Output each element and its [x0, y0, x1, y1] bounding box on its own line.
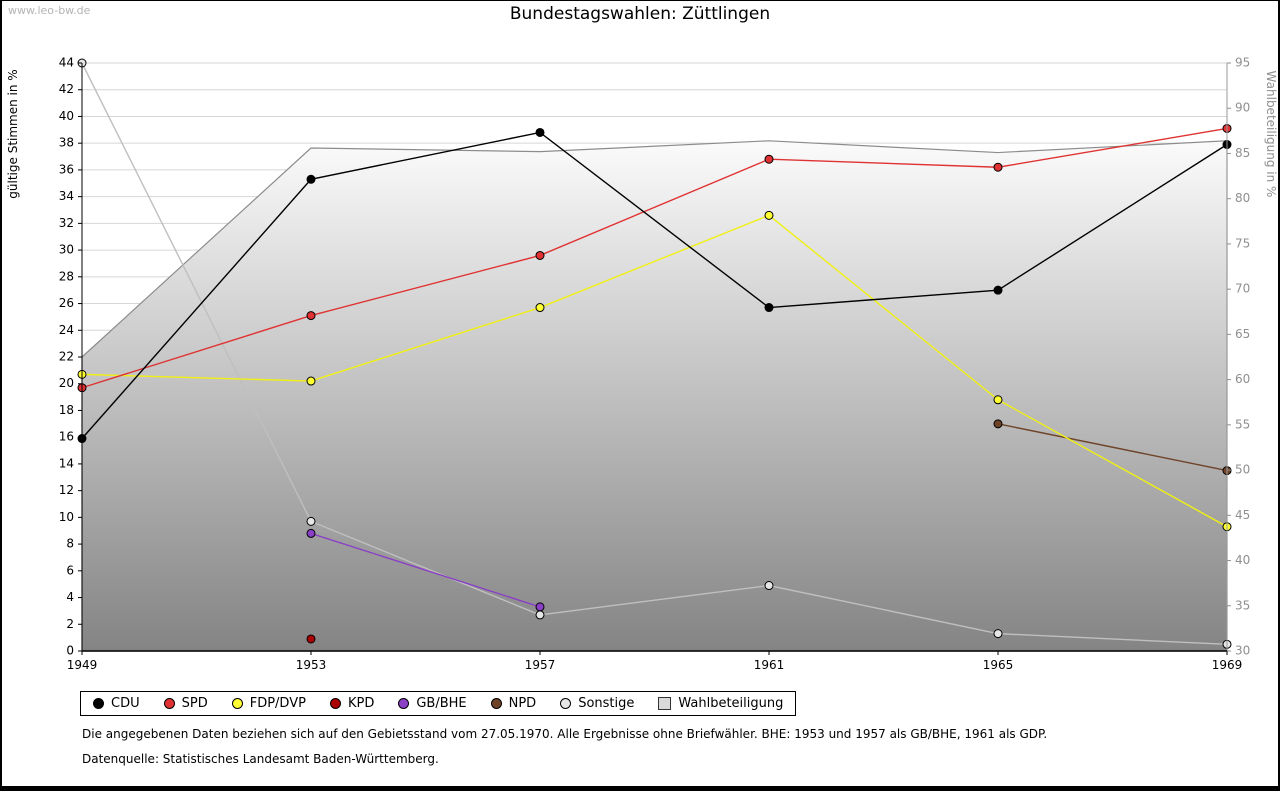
svg-text:26: 26 — [59, 296, 74, 310]
page-title: Bundestagswahlen: Züttlingen — [509, 4, 771, 24]
legend-label: FDP/DVP — [249, 696, 306, 711]
svg-text:65: 65 — [1235, 327, 1250, 341]
svg-text:34: 34 — [59, 189, 74, 203]
svg-text:24: 24 — [59, 323, 74, 337]
svg-text:10: 10 — [59, 510, 74, 524]
svg-text:32: 32 — [59, 216, 74, 230]
legend-dot-marker — [329, 698, 341, 709]
legend-item-kpd: KPD — [329, 696, 375, 711]
series-GB-BHE — [306, 528, 545, 612]
svg-text:1961: 1961 — [754, 658, 785, 672]
svg-text:50: 50 — [1235, 463, 1250, 477]
legend-label: Wahlbeteiligung — [678, 696, 784, 711]
footnote-datenquelle: Datenquelle: Statistisches Landesamt Bad… — [82, 752, 439, 766]
svg-text:0: 0 — [66, 644, 74, 658]
svg-text:38: 38 — [59, 136, 74, 150]
svg-text:18: 18 — [59, 403, 74, 417]
legend-item-cdu: CDU — [93, 696, 140, 711]
legend-label: KPD — [347, 696, 375, 711]
svg-text:1953: 1953 — [296, 658, 327, 672]
legend-item-spd: SPD — [163, 696, 208, 711]
svg-text:4: 4 — [66, 590, 74, 604]
svg-text:30: 30 — [1235, 644, 1250, 658]
legend-dot-marker — [231, 698, 243, 709]
svg-text:20: 20 — [59, 376, 74, 390]
svg-text:1949: 1949 — [67, 658, 98, 672]
legend-item-wahlbeteiligung: Wahlbeteiligung — [658, 696, 783, 711]
svg-text:1969: 1969 — [1212, 658, 1243, 672]
chart-legend: CDU SPD FDP/DVP KPD GB/BHE NPD Sonstige Wahlbet… — [80, 691, 797, 716]
svg-text:16: 16 — [59, 430, 74, 444]
legend-square-marker — [658, 697, 672, 710]
x-axis-labels: 1949 1953 1957 1961 1965 1969 — [67, 651, 1243, 672]
svg-text:55: 55 — [1235, 417, 1250, 431]
svg-text:22: 22 — [59, 350, 74, 364]
svg-text:28: 28 — [59, 269, 74, 283]
legend-item-fdp-dvp: FDP/DVP — [231, 696, 306, 711]
legend-label: Sonstige — [578, 696, 635, 711]
svg-text:42: 42 — [59, 82, 74, 96]
svg-text:40: 40 — [1235, 553, 1250, 567]
svg-text:80: 80 — [1235, 191, 1250, 205]
legend-dot-marker — [560, 698, 572, 709]
svg-text:45: 45 — [1235, 508, 1250, 522]
series-NPD — [993, 419, 1232, 476]
right-axis-title: Wahlbeteiligung in % — [1264, 71, 1278, 198]
svg-text:95: 95 — [1235, 56, 1250, 70]
svg-text:2: 2 — [66, 617, 74, 631]
svg-text:14: 14 — [59, 456, 74, 470]
svg-text:12: 12 — [59, 483, 74, 497]
right-axis-ticks: 30 35 40 45 50 55 60 65 70 75 80 85 90 95 — [1227, 56, 1250, 658]
series-KPD — [306, 634, 316, 644]
svg-text:44: 44 — [59, 56, 74, 70]
svg-text:35: 35 — [1235, 598, 1250, 612]
left-axis-title: gültige Stimmen in % — [6, 69, 20, 198]
svg-text:6: 6 — [66, 563, 74, 577]
legend-label: NPD — [508, 696, 537, 711]
turnout-area — [81, 140, 1228, 652]
svg-text:1965: 1965 — [983, 658, 1014, 672]
series-Sonstige — [77, 58, 1232, 649]
watermark-link[interactable]: www.leo-bw.de — [8, 4, 91, 17]
svg-text:60: 60 — [1235, 372, 1250, 386]
svg-text:40: 40 — [59, 109, 74, 123]
legend-label: SPD — [181, 696, 208, 711]
svg-text:30: 30 — [59, 243, 74, 257]
legend-dot-marker — [93, 698, 104, 709]
svg-text:85: 85 — [1235, 146, 1250, 160]
legend-item-npd: NPD — [490, 696, 537, 711]
legend-label: CDU — [111, 696, 140, 711]
svg-text:1957: 1957 — [525, 658, 556, 672]
legend-label: GB/BHE — [416, 696, 467, 711]
footnote-gebietsstand: Die angegebenen Daten beziehen sich auf … — [82, 727, 1048, 741]
svg-text:75: 75 — [1235, 236, 1250, 250]
legend-dot-marker — [490, 698, 502, 709]
election-chart: 0 2 4 6 8 10 12 14 16 18 20 22 24 26 28 30 32 34 36 38 40 42 4… — [2, 1, 1278, 677]
svg-text:90: 90 — [1235, 101, 1250, 115]
legend-item-sonstige: Sonstige — [560, 696, 634, 711]
legend-item-gb-bhe: GB/BHE — [398, 696, 467, 711]
svg-text:8: 8 — [66, 537, 74, 551]
svg-text:70: 70 — [1235, 282, 1250, 296]
legend-dot-marker — [398, 698, 410, 709]
legend-dot-marker — [163, 698, 175, 709]
chart-svg: 0246810121416182022242628303234363840424… — [6, 56, 1278, 673]
series-CDU — [77, 127, 1232, 444]
left-axis-ticks: 0246810121416182022242628303234363840424… — [59, 56, 82, 658]
svg-text:36: 36 — [59, 162, 74, 176]
